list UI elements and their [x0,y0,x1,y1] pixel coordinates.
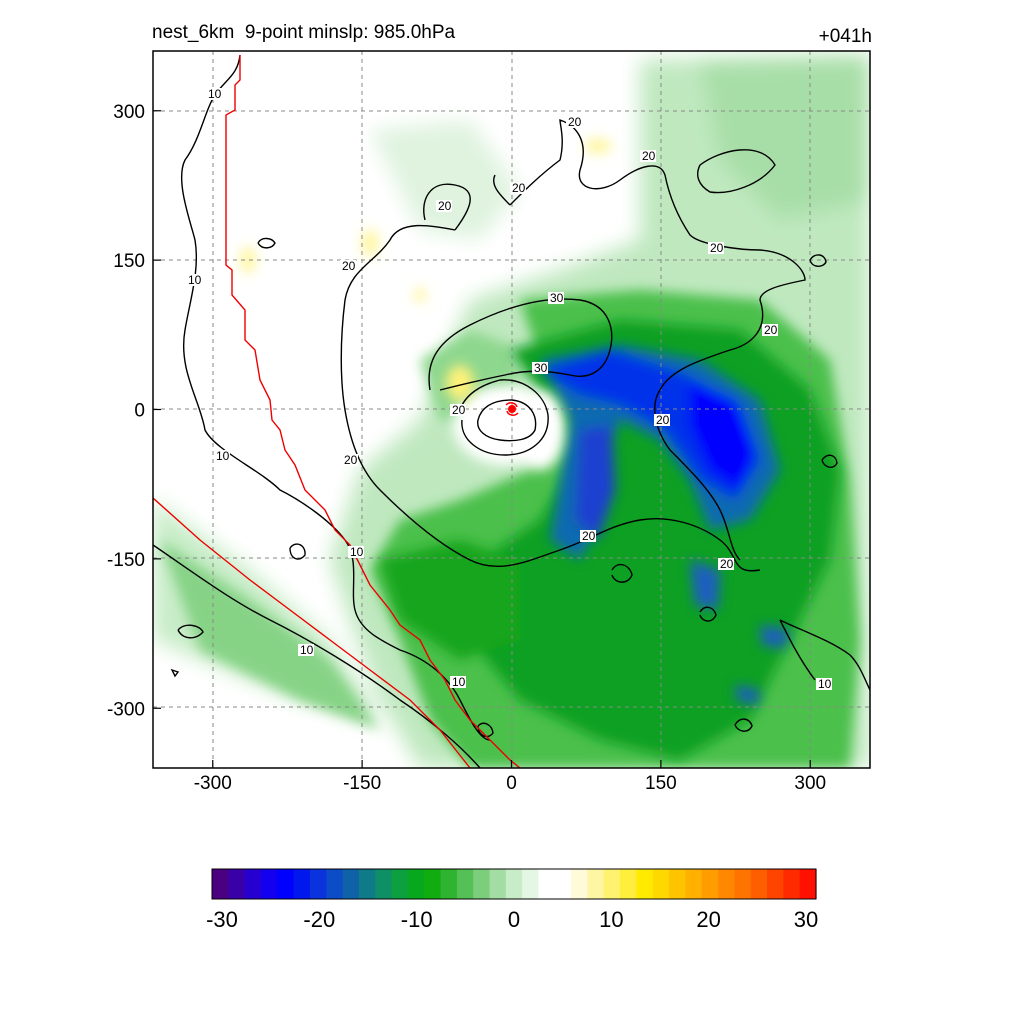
contour-label-20: 20 [342,259,356,273]
contour-label-10: 10 [208,87,222,101]
storm-center-marker [505,402,519,416]
contour-label-10: 10 [188,273,202,287]
colorbar-tick-label: -30 [206,907,238,932]
contour-label-20: 20 [582,529,596,543]
colorbar-swatch [783,869,801,899]
colorbar-swatch [505,869,523,899]
colorbar-swatch [554,869,572,899]
colorbar-swatch [636,869,654,899]
colorbar-tick-label: -10 [401,907,433,932]
colorbar-swatch [309,869,327,899]
x-tick-label: 0 [506,773,517,794]
contour-label-10: 10 [300,643,314,657]
colorbar-swatch [293,869,311,899]
contour-label-20: 20 [512,181,526,195]
yellow-patches [240,138,612,401]
colorbar-swatch [358,869,376,899]
colorbar-swatch [424,869,442,899]
colorbar-frame [211,868,817,900]
colorbar-swatch [244,869,262,899]
colorbar-swatch [391,869,409,899]
colorbar-swatch [669,869,687,899]
y-tick-label: -150 [107,550,145,571]
contour-label-20: 20 [568,115,582,129]
contour-label-20: 20 [438,199,452,213]
colorbar-swatch [326,869,344,899]
colorbar-tick-label: -20 [303,907,335,932]
colorbar-swatch [538,869,556,899]
colorbar-swatch [620,869,638,899]
forecast-hour-label: +041h [818,26,872,47]
colorbar-tick-label: 0 [508,907,520,932]
contour-labels: 10 10 10 10 10 10 10 20 20 20 20 20 20 2… [186,87,832,691]
colorbar: -30 -20 -10 0 10 20 30 [206,868,818,932]
contour-label-20: 20 [710,241,724,255]
chart-title: nest_6km 9-point minslp: 985.0hPa [152,22,456,43]
colorbar-swatch [228,869,246,899]
colorbar-swatch [767,869,784,899]
contour-label-30: 30 [534,361,548,375]
contour-label-20: 20 [344,453,358,467]
colorbar-swatch [734,869,752,899]
y-tick-label: 150 [113,251,145,272]
colorbar-swatch [571,869,589,899]
colorbar-tick-label: 20 [696,907,720,932]
y-axis: 300 150 0 -150 -300 [107,102,161,720]
colorbar-swatch [212,869,229,899]
contour-label-10: 10 [350,545,364,559]
colorbar-swatch [375,869,393,899]
y-tick-label: -300 [107,699,145,720]
y-tick-label: 0 [134,401,145,422]
colorbar-swatch [652,869,670,899]
colorbar-swatch [750,869,768,899]
colorbar-swatch [342,869,360,899]
contour-label-20: 20 [656,413,670,427]
x-axis: -300 -150 0 150 300 [194,760,826,794]
colorbar-swatch [277,869,295,899]
x-tick-label: 150 [645,773,677,794]
contour-label-20: 20 [642,149,656,163]
contour-label-20: 20 [764,323,778,337]
contour-label-10: 10 [216,449,230,463]
colorbar-swatch [701,869,719,899]
red-boundary-lines [153,55,521,768]
y-tick-label: 300 [113,102,145,123]
colorbar-swatch [473,869,491,899]
colorbar-swatch [440,869,458,899]
colorbar-swatch [685,869,703,899]
x-tick-label: 300 [794,773,826,794]
x-tick-label: -300 [194,773,232,794]
colorbar-swatch [456,869,474,899]
shaded-field [153,55,870,768]
contour-label-30: 30 [550,291,564,305]
colorbar-swatch [603,869,621,899]
contour-label-10: 10 [452,675,466,689]
colorbar-swatch [407,869,425,899]
colorbar-swatch [718,869,735,899]
colorbar-tick-label: 30 [794,907,818,932]
colorbar-tick-label: 10 [599,907,623,932]
x-tick-label: -150 [343,773,381,794]
colorbar-swatch [260,869,278,899]
contour-label-10: 10 [818,677,832,691]
colorbar-swatch [799,869,817,899]
colorbar-swatch [522,869,540,899]
blue-core [540,345,790,705]
contour-label-20: 20 [452,403,466,417]
contour-label-20: 20 [720,557,734,571]
colorbar-swatch [489,869,507,899]
colorbar-swatch [587,869,605,899]
